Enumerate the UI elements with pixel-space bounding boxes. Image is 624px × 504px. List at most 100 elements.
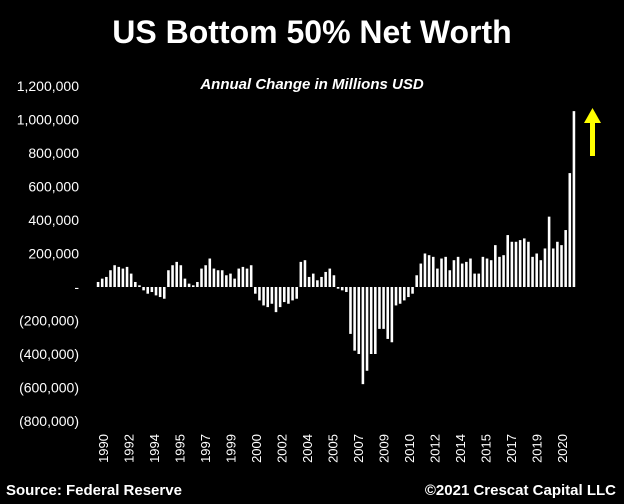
bar	[121, 268, 125, 287]
bar	[349, 287, 352, 334]
bar	[204, 265, 207, 287]
x-tick-label: 2004	[300, 434, 315, 463]
bar	[125, 266, 129, 287]
bar	[560, 245, 563, 288]
bar	[208, 258, 212, 287]
bar	[456, 256, 460, 287]
bar	[365, 287, 369, 371]
bars	[96, 111, 576, 385]
bar	[249, 265, 253, 287]
bar	[278, 287, 282, 308]
bar	[311, 273, 315, 287]
x-tick-label: 2000	[249, 434, 264, 463]
bar	[547, 216, 551, 287]
bar	[316, 280, 319, 287]
bar	[539, 260, 543, 287]
bar	[324, 271, 327, 287]
bar	[291, 287, 294, 301]
bar	[510, 241, 514, 287]
bar	[134, 281, 137, 287]
x-tick-label: 1994	[147, 434, 162, 463]
bar	[282, 287, 286, 303]
x-tick-label: 2002	[275, 434, 290, 463]
bar	[220, 270, 224, 287]
bar	[357, 287, 361, 354]
bar	[336, 287, 340, 289]
y-tick-label: (200,000)	[19, 313, 79, 329]
bar	[191, 285, 195, 287]
bar	[287, 287, 290, 304]
bar	[518, 240, 522, 287]
bar	[514, 241, 518, 287]
x-tick-label: 2020	[555, 434, 570, 463]
bar	[332, 275, 336, 287]
bar	[498, 256, 501, 287]
bar	[233, 278, 236, 288]
y-tick-label: -	[74, 279, 79, 295]
x-tick-label: 2019	[530, 434, 545, 463]
bar	[436, 268, 439, 287]
y-tick-label: 1,000,000	[17, 112, 79, 128]
bar	[167, 270, 170, 287]
bar	[96, 281, 100, 287]
chart-title: US Bottom 50% Net Worth	[112, 14, 512, 50]
bar	[171, 265, 174, 287]
bar	[527, 241, 530, 287]
bar	[481, 256, 485, 287]
bar	[105, 276, 108, 287]
bar	[535, 253, 538, 287]
bar	[154, 287, 158, 296]
bar	[270, 287, 274, 304]
bar	[431, 256, 435, 287]
bar	[419, 263, 423, 287]
bar	[407, 287, 410, 298]
bar	[142, 287, 145, 291]
bar	[237, 268, 241, 287]
bar	[448, 270, 452, 287]
bar	[225, 275, 228, 287]
bar	[415, 275, 418, 287]
bar	[212, 268, 216, 287]
bar	[303, 260, 307, 287]
bar	[390, 287, 394, 343]
bar	[556, 241, 559, 287]
bar	[522, 238, 526, 287]
y-tick-label: 600,000	[28, 179, 79, 195]
bar	[568, 173, 572, 287]
x-axis: 1990 1992 1994 1995 1997 1999 2000 2002 2004 2005…	[96, 434, 570, 463]
x-tick-label: 1992	[122, 434, 137, 463]
bar	[369, 287, 373, 354]
bar	[138, 285, 141, 287]
bar	[109, 270, 112, 287]
bar	[473, 273, 476, 287]
bar	[340, 287, 344, 291]
bar	[460, 263, 464, 287]
bar	[258, 287, 261, 301]
bar	[307, 276, 311, 287]
x-tick-label: 1999	[224, 434, 239, 463]
y-tick-label: (400,000)	[19, 346, 79, 362]
x-tick-label: 2010	[402, 434, 417, 463]
bar	[551, 248, 555, 287]
bar	[353, 287, 356, 351]
bar	[216, 270, 220, 287]
bar	[229, 273, 232, 287]
bar	[398, 287, 402, 304]
bar	[295, 287, 298, 299]
bar	[117, 266, 121, 287]
bar	[320, 276, 323, 287]
bar	[452, 260, 456, 287]
bar	[113, 265, 116, 287]
bar	[423, 253, 427, 287]
bar	[378, 287, 381, 329]
x-tick-label: 1997	[198, 434, 213, 463]
bar	[502, 255, 505, 287]
bar	[146, 287, 150, 294]
bar	[345, 287, 348, 293]
arrow-head	[584, 108, 601, 123]
y-tick-label: 800,000	[28, 145, 79, 161]
bar	[386, 287, 390, 339]
bar	[444, 256, 447, 287]
y-tick-label: (600,000)	[19, 380, 79, 396]
